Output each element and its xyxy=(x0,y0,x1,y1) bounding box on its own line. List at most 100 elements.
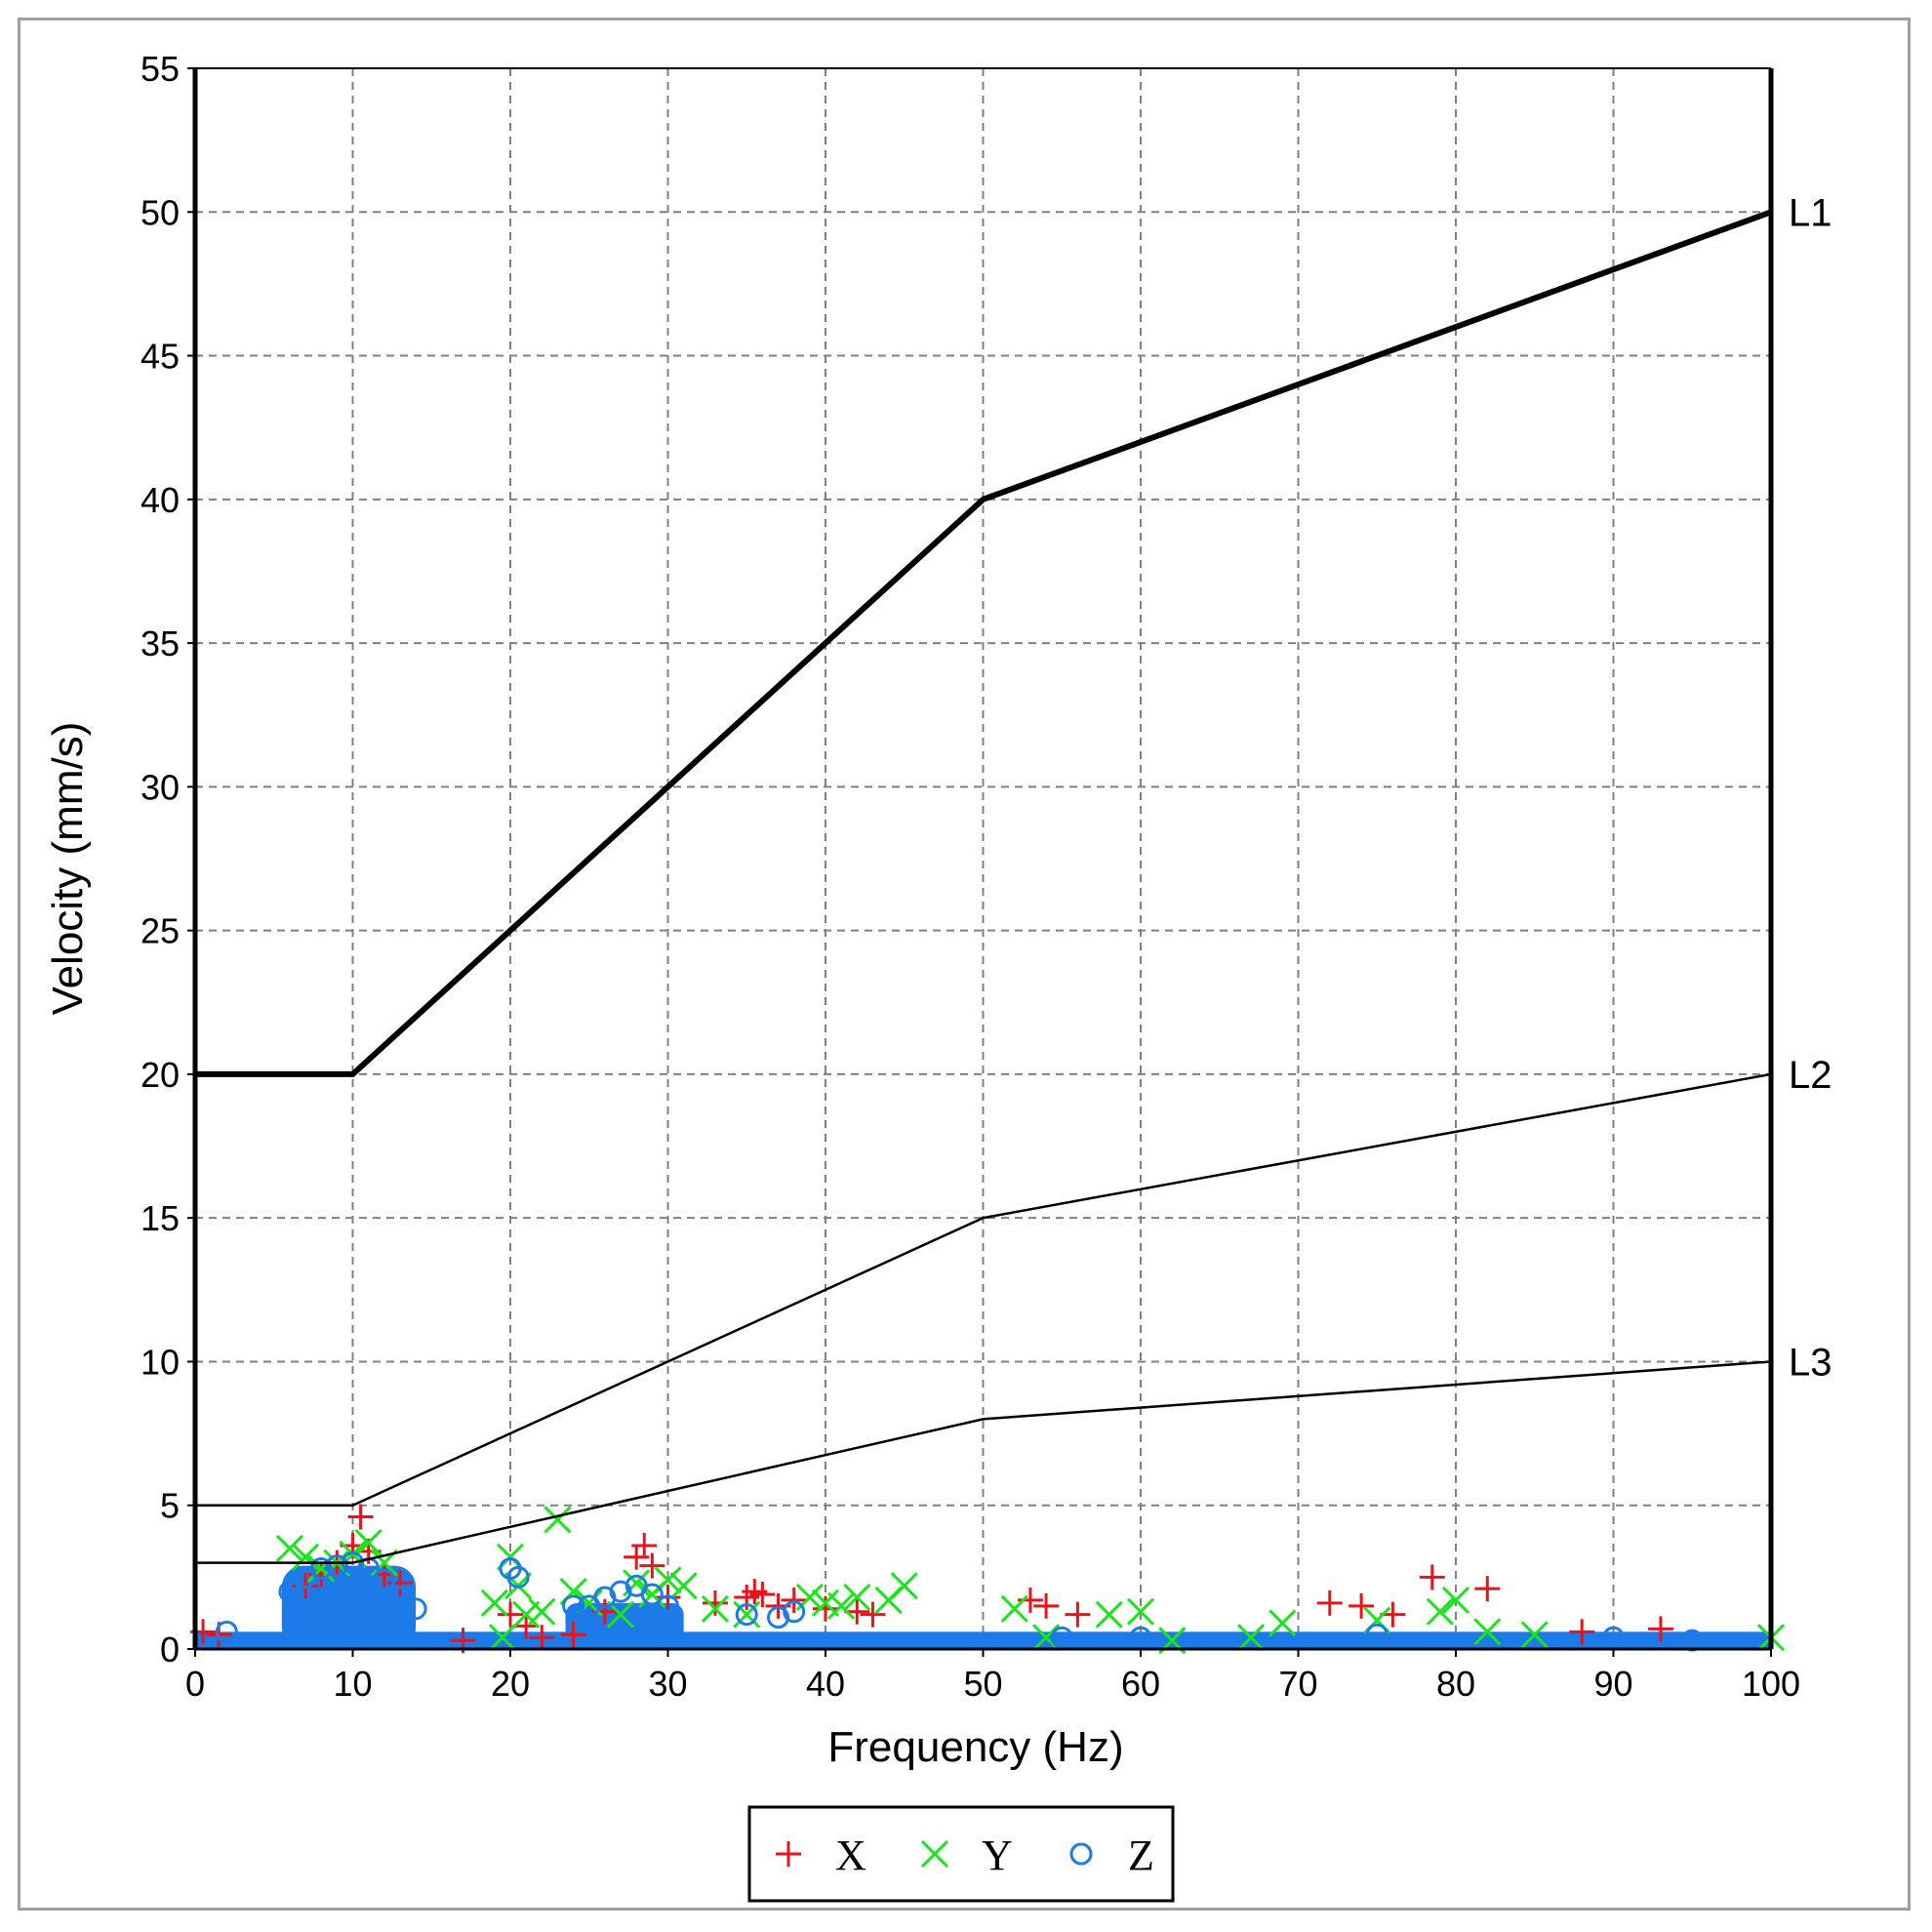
z-point xyxy=(373,1568,396,1591)
y-point xyxy=(275,1534,303,1562)
grid xyxy=(195,68,1771,1649)
x-tick-label: 10 xyxy=(333,1664,372,1704)
x-point xyxy=(1474,1576,1501,1602)
limit-line-l3 xyxy=(195,1360,1772,1564)
z-point xyxy=(325,1554,348,1578)
legend-box xyxy=(747,1805,1175,1903)
x-tick-label: 0 xyxy=(185,1664,205,1704)
x-point xyxy=(498,1601,523,1628)
y-tick-label: 25 xyxy=(141,911,180,951)
legend-marker-x xyxy=(776,1841,801,1867)
y-point-b xyxy=(1000,1594,1028,1623)
y-tick-label: 45 xyxy=(141,337,180,377)
y-point xyxy=(480,1589,508,1617)
y-point xyxy=(1473,1618,1502,1646)
legend: X Y Z xyxy=(747,1805,1175,1903)
chart-frame xyxy=(18,18,1911,1911)
y-tick-label: 15 xyxy=(141,1198,180,1238)
limit-line-l2 xyxy=(195,1072,1772,1507)
y-point xyxy=(1441,1586,1470,1614)
y-tick-label: 40 xyxy=(141,480,180,520)
x-point xyxy=(1419,1564,1445,1590)
y-point-b xyxy=(920,1839,949,1869)
z-point xyxy=(1050,1626,1073,1649)
z-point xyxy=(388,1586,412,1609)
x-point xyxy=(781,1587,807,1613)
y-point xyxy=(1000,1594,1028,1623)
z-point xyxy=(506,1565,530,1589)
x-tick-label: 70 xyxy=(1278,1664,1317,1704)
z-point xyxy=(783,1600,806,1624)
y-point xyxy=(488,1624,516,1652)
y-point-b xyxy=(843,1583,871,1612)
y-point-b xyxy=(733,1600,761,1629)
y-point xyxy=(733,1600,761,1629)
z-point xyxy=(562,1594,585,1618)
y-tick-label: 0 xyxy=(160,1630,180,1670)
x-point xyxy=(1033,1592,1060,1619)
y-point xyxy=(827,1591,856,1620)
x-tick-label: 80 xyxy=(1436,1664,1475,1704)
limit-lines: L1 L2 L3 xyxy=(195,191,1832,1564)
y-point xyxy=(291,1543,320,1571)
y-point-b xyxy=(890,1572,918,1600)
x-tick-label: 50 xyxy=(963,1664,1002,1704)
x-axis-title: Frequency (Hz) xyxy=(827,1723,1123,1771)
y-point-b xyxy=(1426,1597,1454,1626)
x-point xyxy=(702,1590,728,1616)
y-point-b xyxy=(701,1594,730,1623)
y-point-b xyxy=(480,1589,508,1617)
axes xyxy=(187,67,1774,1657)
y-point-b xyxy=(1268,1609,1297,1637)
z-point xyxy=(735,1603,758,1627)
z-point xyxy=(640,1583,664,1606)
z-point xyxy=(278,1580,302,1603)
x-tick-label: 40 xyxy=(806,1664,845,1704)
x-point xyxy=(631,1532,658,1558)
y-point-b xyxy=(543,1506,572,1534)
y-tick-label: 35 xyxy=(141,624,180,664)
y-point-b xyxy=(291,1543,320,1571)
x-tick-label: 90 xyxy=(1593,1664,1632,1704)
y-point-b xyxy=(1126,1597,1155,1626)
y-point-b xyxy=(275,1534,303,1562)
x-point xyxy=(1316,1590,1343,1616)
y-point xyxy=(669,1572,698,1600)
y-tick-label: 30 xyxy=(141,767,180,807)
x-point xyxy=(1065,1601,1091,1628)
y-point xyxy=(1095,1600,1123,1629)
y-point-b xyxy=(669,1572,698,1600)
x-tick-label: 60 xyxy=(1121,1664,1160,1704)
y-point xyxy=(890,1572,918,1600)
y-point-b xyxy=(606,1600,635,1629)
legend-label-x: X xyxy=(835,1831,866,1879)
y-point-b xyxy=(827,1591,856,1620)
limit-label-l3: L3 xyxy=(1789,1341,1832,1384)
tick-labels: 0 10 20 30 40 50 60 70 80 90 100 0 5 10 15 20 25 30 35 40 45… xyxy=(141,49,1800,1704)
y-tick-label: 20 xyxy=(141,1055,180,1095)
y-point xyxy=(701,1594,730,1623)
x-point xyxy=(639,1552,665,1579)
y-point xyxy=(843,1583,871,1612)
z-point xyxy=(404,1597,427,1621)
z-point xyxy=(1602,1626,1625,1649)
y-point-b xyxy=(811,1589,840,1617)
x-tick-label: 100 xyxy=(1742,1664,1800,1704)
x-point xyxy=(749,1582,776,1608)
legend-marker-z xyxy=(1069,1842,1093,1866)
x-point xyxy=(513,1613,540,1639)
y-point-b xyxy=(1236,1624,1266,1652)
y-point xyxy=(543,1506,572,1534)
y-point-b xyxy=(1441,1586,1470,1614)
x-point xyxy=(860,1601,886,1628)
y-point xyxy=(1126,1597,1155,1626)
y-tick-label: 10 xyxy=(141,1342,180,1382)
z-point xyxy=(215,1620,238,1643)
y-point-b xyxy=(354,1528,382,1557)
y-point xyxy=(606,1600,635,1629)
z-point xyxy=(309,1557,333,1581)
y-point xyxy=(354,1528,382,1557)
y-point-b xyxy=(1095,1600,1123,1629)
limit-label-l1: L1 xyxy=(1789,191,1832,234)
